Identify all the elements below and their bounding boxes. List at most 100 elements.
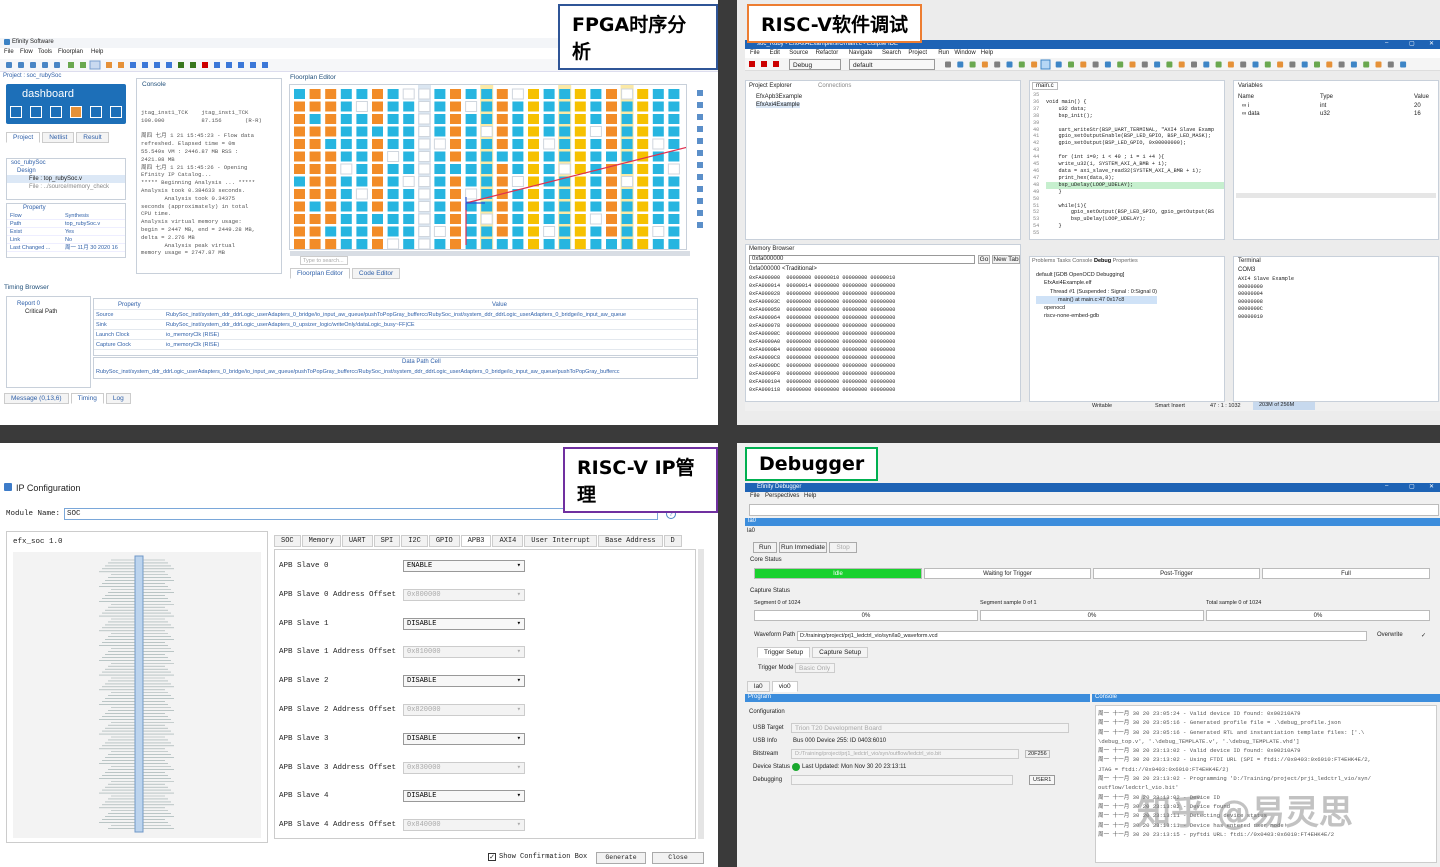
floorplan-cell[interactable] <box>434 239 446 249</box>
floorplan-cell[interactable] <box>590 139 602 149</box>
eclipse-minimize-icon[interactable]: – <box>1385 40 1389 46</box>
floorplan-cell[interactable] <box>637 189 649 199</box>
floorplan-cell[interactable] <box>559 114 571 124</box>
floorplan-cell[interactable] <box>496 126 508 137</box>
floorplan-cell[interactable] <box>294 164 305 174</box>
floorplan-cell[interactable] <box>465 214 477 224</box>
property-row[interactable]: Flow Synthesis <box>7 212 125 220</box>
debugger-close-icon[interactable]: ✕ <box>1429 484 1435 490</box>
editor-tab-main[interactable]: main.c <box>1032 82 1058 90</box>
floorplan-cell[interactable] <box>325 101 337 112</box>
floorplan-cell[interactable] <box>512 151 524 162</box>
floorplan-cell[interactable] <box>528 139 539 149</box>
floorplan-cell[interactable] <box>496 164 508 174</box>
floorplan-cell[interactable] <box>450 139 461 149</box>
floorplan-cell[interactable] <box>403 226 415 237</box>
eclipse-menu-refactor[interactable]: Refactor <box>815 50 839 56</box>
code-line[interactable]: void main() { <box>1046 98 1087 105</box>
dashboard-icon-2[interactable] <box>30 106 42 118</box>
floorplan-cell[interactable] <box>356 89 368 99</box>
floorplan-cell[interactable] <box>590 176 602 187</box>
floorplan-cell[interactable] <box>543 101 555 112</box>
floorplan-cell[interactable] <box>294 201 305 212</box>
floorplan-cell[interactable] <box>450 126 461 137</box>
floorplan-cell[interactable] <box>589 126 602 137</box>
ip-tab-gpio[interactable]: GPIO <box>428 535 460 547</box>
tab-netlist[interactable]: Netlist <box>42 132 75 143</box>
floorplan-cell[interactable] <box>418 201 431 212</box>
floorplan-cell[interactable] <box>356 114 368 124</box>
dashboard-icon-1[interactable] <box>10 106 22 118</box>
floorplan-cell[interactable] <box>465 126 477 137</box>
run-immediate-button[interactable]: Run Immediate <box>779 542 827 553</box>
floorplan-cell[interactable] <box>450 189 461 199</box>
floorplan-cell[interactable] <box>637 201 649 212</box>
floorplan-cell[interactable] <box>325 114 337 124</box>
code-line[interactable]: } <box>1046 223 1062 230</box>
floorplan-cell[interactable] <box>356 139 368 149</box>
tree-file-top[interactable]: File : top_rubySoc.v <box>7 175 125 183</box>
code-line[interactable]: while(1){ <box>1046 202 1087 209</box>
floorplan-cell[interactable] <box>325 214 337 224</box>
debug-tree-item[interactable]: openocd <box>1044 305 1066 312</box>
ip-tab-spi[interactable]: SPI <box>373 535 401 547</box>
debug-tree-item[interactable]: Thread #1 (Suspended : Signal : 0:Signal… <box>1050 288 1158 295</box>
floorplan-cell[interactable] <box>403 151 415 162</box>
floorplan-cell[interactable] <box>372 101 383 112</box>
floorplan-cell[interactable] <box>481 239 493 249</box>
module-name-input[interactable]: SOC <box>64 508 658 520</box>
tree-soc[interactable]: soc_rubySoc <box>11 160 46 166</box>
code-line[interactable] <box>1046 147 1224 154</box>
floorplan-cell[interactable] <box>434 201 446 212</box>
floorplan-cell[interactable] <box>387 114 399 124</box>
floorplan-cell[interactable] <box>465 114 477 124</box>
dashboard-icon-6[interactable] <box>110 106 122 118</box>
floorplan-cell[interactable] <box>434 189 446 199</box>
floorplan-cell[interactable] <box>418 101 431 112</box>
floorplan-cell[interactable] <box>511 176 524 187</box>
ip-field-select[interactable]: DISABLE ▾ <box>403 790 525 803</box>
property-row[interactable]: Path top_rubySoc.v <box>7 220 125 228</box>
generate-button[interactable]: Generate <box>596 852 646 864</box>
floorplan-cell[interactable] <box>434 114 446 124</box>
floorplan-cell[interactable] <box>325 176 337 187</box>
debug-tab-debug[interactable]: Debug <box>1093 258 1113 264</box>
floorplan-cell[interactable] <box>403 139 415 149</box>
floorplan-cell[interactable] <box>340 151 352 162</box>
floorplan-cell[interactable] <box>637 101 649 112</box>
floorplan-cell[interactable] <box>652 151 664 162</box>
floorplan-cell[interactable] <box>511 88 524 100</box>
floorplan-cell[interactable] <box>418 176 431 187</box>
floorplan-cell[interactable] <box>558 163 571 175</box>
floorplan-cell[interactable] <box>356 226 368 237</box>
tree-design[interactable]: Design <box>17 168 36 174</box>
floorplan-cell[interactable] <box>496 226 508 237</box>
floorplan-cell[interactable] <box>480 126 493 137</box>
eclipse-toolbar-left-icons[interactable] <box>745 58 795 71</box>
tab-la0[interactable]: la0 <box>747 681 770 692</box>
code-line[interactable]: data = axi_slave_read32(SYSTEM_AXI_A_BMB… <box>1046 167 1202 174</box>
floorplan-cell[interactable] <box>387 164 399 174</box>
floorplan-cell[interactable] <box>652 138 665 150</box>
floorplan-cell[interactable] <box>434 164 446 174</box>
floorplan-cell[interactable] <box>356 164 368 174</box>
floorplan-cell[interactable] <box>543 114 555 124</box>
connections-tab[interactable]: Connections <box>818 83 852 89</box>
floorplan-cell[interactable] <box>637 164 649 174</box>
floorplan-cell[interactable] <box>528 164 539 174</box>
floorplan-cell[interactable] <box>450 239 461 249</box>
floorplan-cell[interactable] <box>652 189 664 199</box>
floorplan-cell[interactable] <box>652 101 664 112</box>
floorplan-cell[interactable] <box>294 239 305 249</box>
eclipse-menu-file[interactable]: File <box>750 50 760 56</box>
floorplan-cell[interactable] <box>418 88 431 100</box>
floorplan-tool-icons[interactable] <box>694 86 706 246</box>
floorplan-cell[interactable] <box>606 201 617 212</box>
floorplan-cell[interactable] <box>543 226 556 237</box>
floorplan-cell[interactable] <box>606 176 617 187</box>
floorplan-cell[interactable] <box>356 239 368 249</box>
variable-row[interactable]: ∞ data u32 16 <box>1238 111 1436 119</box>
floorplan-cell[interactable] <box>668 226 680 237</box>
efinity-menu-flow[interactable]: Flow <box>20 49 33 55</box>
usb-target-select[interactable]: Trion T20 Development Board <box>791 723 1069 733</box>
